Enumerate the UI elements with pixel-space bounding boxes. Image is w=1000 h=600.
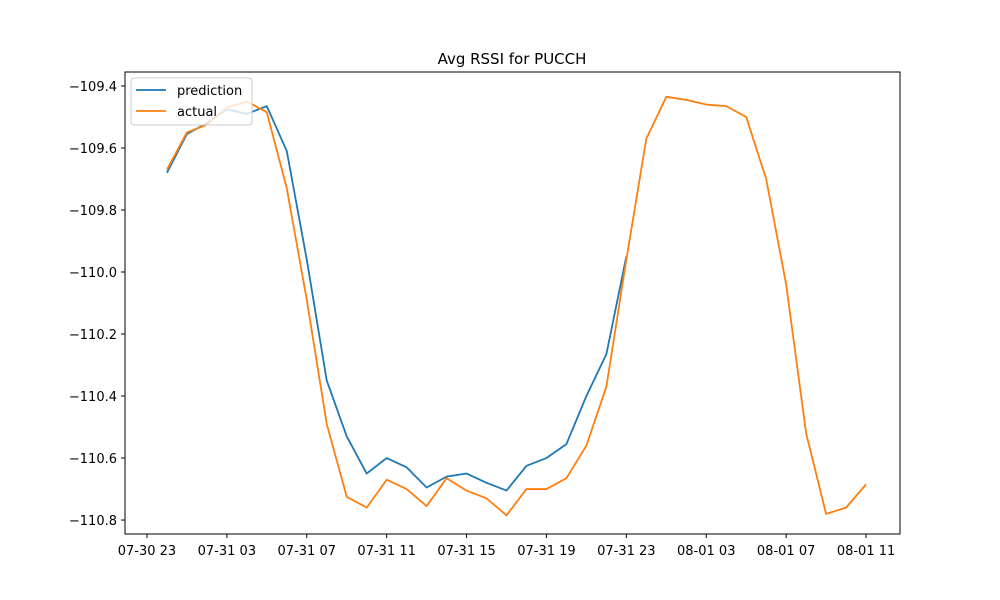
y-tick-label: −110.6 (69, 452, 117, 467)
y-tick-label: −109.4 (69, 80, 117, 95)
x-tick-label: 08-01 11 (837, 544, 895, 559)
y-tick-label: −109.6 (69, 142, 117, 157)
y-tick-label: −109.8 (69, 204, 117, 219)
y-axis: −109.4 −109.6 −109.8 −110.0 −110.2 −110.4 −110… (69, 80, 125, 529)
x-tick-label: 08-01 03 (677, 544, 735, 559)
plot-frame (124, 71, 901, 535)
y-tick-label: −110.4 (69, 390, 117, 405)
x-tick-label: 07-31 15 (437, 544, 495, 559)
legend-label-actual: actual (177, 105, 217, 120)
x-tick-label: 08-01 07 (757, 544, 815, 559)
legend-label-prediction: prediction (177, 84, 242, 99)
x-tick-label: 07-30 23 (118, 544, 176, 559)
x-tick-label: 07-31 03 (198, 544, 256, 559)
legend: prediction actual (130, 77, 253, 126)
y-tick-label: −110.2 (69, 328, 117, 343)
x-tick-label: 07-31 23 (597, 544, 655, 559)
x-tick-label: 07-31 11 (357, 544, 415, 559)
y-tick-label: −110.8 (69, 514, 117, 529)
series-line-actual (166, 95, 867, 517)
x-tick-label: 07-31 07 (278, 544, 336, 559)
y-tick-label: −110.0 (69, 266, 117, 281)
chart-title: Avg RSSI for PUCCH (438, 50, 587, 68)
x-tick-label: 07-31 19 (517, 544, 575, 559)
x-axis: 07-30 23 07-31 03 07-31 07 07-31 11 07-31 15… (118, 534, 895, 559)
